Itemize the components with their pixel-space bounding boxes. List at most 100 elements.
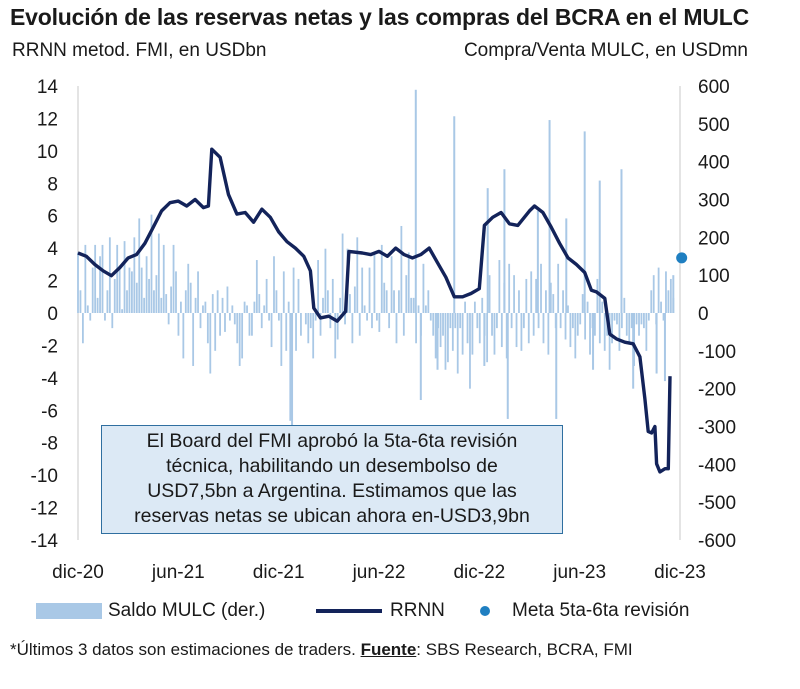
mulc-bar xyxy=(520,313,523,351)
mulc-bar xyxy=(424,305,427,313)
mulc-bar xyxy=(525,278,528,313)
mulc-bar xyxy=(655,313,658,374)
legend-item-mulc: Saldo MULC (der.) xyxy=(36,600,265,622)
mulc-bar xyxy=(309,313,312,329)
mulc-bar xyxy=(334,313,337,359)
mulc-bar xyxy=(116,244,119,313)
mulc-bar xyxy=(395,313,398,344)
mulc-bar xyxy=(344,313,346,325)
mulc-bar xyxy=(268,313,270,321)
mulc-bar xyxy=(106,290,109,313)
right-tick-label: 100 xyxy=(698,266,730,287)
mulc-bar xyxy=(635,313,638,325)
mulc-bar xyxy=(407,252,410,313)
mulc-bar xyxy=(632,313,635,389)
mulc-bar xyxy=(592,313,595,370)
mulc-bar xyxy=(414,89,417,314)
mulc-bar xyxy=(165,294,168,313)
mulc-bar xyxy=(177,313,180,336)
mulc-bar xyxy=(331,278,334,313)
mulc-bar xyxy=(388,313,391,329)
mulc-bar xyxy=(101,244,104,313)
mulc-bar xyxy=(96,297,99,313)
mulc-bar xyxy=(351,313,354,344)
mulc-bar xyxy=(135,282,138,313)
mulc-bar xyxy=(184,290,187,313)
mulc-bar xyxy=(375,313,378,321)
mulc-bar xyxy=(81,313,84,344)
left-tick-label: 14 xyxy=(37,77,59,98)
mulc-bar xyxy=(358,313,361,336)
mulc-bar xyxy=(434,313,437,359)
mulc-bar xyxy=(660,301,662,313)
mulc-bar xyxy=(464,301,466,313)
x-tick-label: dic-20 xyxy=(52,562,104,583)
mulc-bar xyxy=(270,313,273,348)
mulc-bar xyxy=(576,313,579,336)
mulc-bar xyxy=(145,256,148,313)
mulc-bar xyxy=(603,313,606,351)
mulc-bar xyxy=(657,267,660,313)
mulc-bar xyxy=(282,271,285,313)
mulc-bar xyxy=(565,218,568,313)
mulc-bar xyxy=(162,244,165,313)
mulc-bar xyxy=(601,301,604,313)
mulc-bar xyxy=(623,297,626,313)
mulc-bar xyxy=(461,313,464,355)
x-tick-label: jun-22 xyxy=(352,562,406,583)
right-tick-label: 300 xyxy=(698,191,730,212)
mulc-bar xyxy=(336,313,339,340)
mulc-bar xyxy=(419,313,422,401)
mulc-bar xyxy=(527,313,530,344)
mulc-bar xyxy=(314,313,317,321)
mulc-bar xyxy=(187,263,190,313)
mulc-bar xyxy=(552,294,555,313)
mulc-bar xyxy=(341,233,344,313)
mulc-bar xyxy=(508,263,511,313)
mulc-bar xyxy=(275,290,278,313)
mulc-bar xyxy=(319,313,322,336)
mulc-bar xyxy=(555,313,558,419)
mulc-bar xyxy=(545,290,547,313)
mulc-bar xyxy=(209,313,212,374)
right-tick-label: 400 xyxy=(698,153,730,174)
mulc-bar xyxy=(219,313,221,336)
mulc-bar xyxy=(322,297,324,313)
mulc-bar xyxy=(640,313,643,325)
right-tick-label: -300 xyxy=(698,418,736,439)
mulc-bar xyxy=(596,278,599,313)
mulc-bar xyxy=(594,313,596,336)
mulc-bar xyxy=(620,313,623,329)
mulc-bar xyxy=(663,313,666,382)
mulc-bar xyxy=(503,169,506,313)
left-axis-title: RRNN metod. FMI, en USDbn xyxy=(12,40,267,61)
mulc-bar xyxy=(667,290,670,313)
mulc-bar xyxy=(645,313,648,351)
mulc-bar xyxy=(662,313,665,321)
mulc-bar xyxy=(620,169,623,313)
mulc-bar xyxy=(140,267,143,313)
legend-label: Saldo MULC (der.) xyxy=(108,600,266,621)
mulc-bar xyxy=(562,290,564,313)
legend-label: RRNN xyxy=(390,600,445,621)
footnote-prefix: *Últimos 3 datos son estimaciones de tra… xyxy=(10,640,361,659)
right-tick-label: -200 xyxy=(698,380,736,401)
mulc-bar xyxy=(618,313,621,351)
mulc-bar xyxy=(672,275,675,313)
mulc-bar xyxy=(491,313,493,336)
mulc-bar xyxy=(243,301,246,313)
x-tick-label: dic-23 xyxy=(654,562,706,583)
right-tick-label: -600 xyxy=(698,531,736,552)
mulc-bar xyxy=(454,313,457,329)
mulc-bar xyxy=(231,305,234,313)
mulc-bar xyxy=(638,313,640,336)
mulc-bar xyxy=(439,313,442,348)
legend-swatch-bar xyxy=(36,603,102,619)
mulc-bar xyxy=(506,313,509,419)
mulc-bar xyxy=(586,301,589,313)
mulc-bar xyxy=(393,290,395,313)
mulc-bar xyxy=(402,313,405,336)
mulc-bar xyxy=(453,116,456,314)
mulc-bar xyxy=(324,248,327,313)
mulc-bar xyxy=(89,313,92,321)
